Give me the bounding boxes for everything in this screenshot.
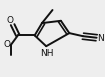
Text: N: N xyxy=(97,34,104,43)
Text: NH: NH xyxy=(41,49,54,58)
Text: O: O xyxy=(7,16,13,25)
Text: O: O xyxy=(3,40,10,49)
